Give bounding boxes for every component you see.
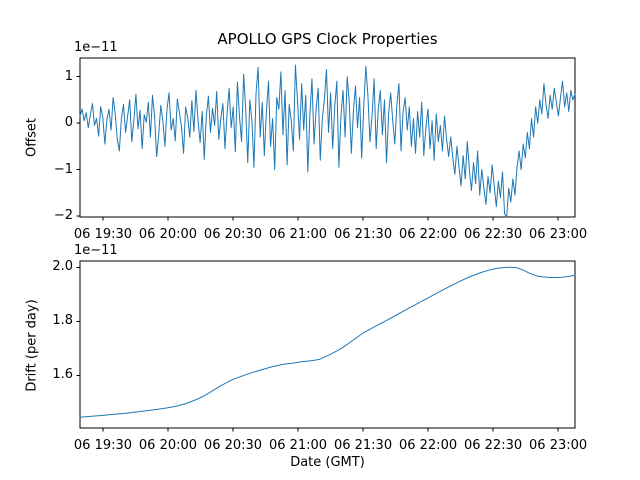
y-tick-label: 0 bbox=[64, 115, 73, 131]
x-tick-label: 06 22:00 bbox=[398, 438, 458, 453]
x-tick-label: 06 20:30 bbox=[203, 227, 263, 242]
y-tick-label: 1 bbox=[64, 68, 73, 84]
x-tick-label: 06 22:00 bbox=[398, 227, 458, 242]
x-tick-label: 06 20:00 bbox=[138, 227, 198, 242]
y-tick-label: −2 bbox=[53, 208, 73, 224]
chart-title: APOLLO GPS Clock Properties bbox=[217, 30, 438, 48]
y-tick-label: 1.8 bbox=[52, 313, 73, 329]
y-tick-label: 2.0 bbox=[52, 259, 73, 275]
x-tick-label: 06 20:00 bbox=[138, 438, 198, 453]
x-tick-label: 06 19:30 bbox=[73, 227, 133, 242]
drift-y-axis-label: Drift (per day) bbox=[24, 299, 40, 392]
x-tick-label: 06 20:30 bbox=[203, 438, 263, 453]
drift-axis-exponent: 1e−11 bbox=[74, 243, 118, 258]
y-tick-label: 1.6 bbox=[52, 367, 73, 383]
x-tick-label: 06 22:30 bbox=[463, 438, 523, 453]
x-tick-label: 06 21:00 bbox=[268, 438, 328, 453]
x-tick-label: 06 19:30 bbox=[73, 438, 133, 453]
y-tick-label: −1 bbox=[53, 161, 73, 177]
x-tick-label: 06 21:30 bbox=[333, 227, 393, 242]
offset-axis-exponent: 1e−11 bbox=[74, 40, 118, 55]
offset-y-axis-label: Offset bbox=[24, 117, 40, 158]
x-tick-label: 06 21:00 bbox=[268, 227, 328, 242]
x-tick-label: 06 21:30 bbox=[333, 438, 393, 453]
x-tick-label: 06 22:30 bbox=[463, 227, 523, 242]
x-tick-label: 06 23:00 bbox=[529, 438, 588, 453]
x-axis-label: Date (GMT) bbox=[290, 455, 365, 470]
x-tick-label: 06 23:00 bbox=[529, 227, 588, 242]
